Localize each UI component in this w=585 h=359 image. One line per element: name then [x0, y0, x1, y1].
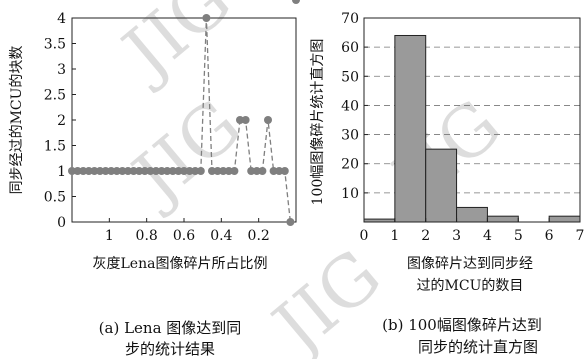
chart-a-point	[79, 167, 88, 175]
chart-a-ylabel: 同步经过的MCU的块数	[9, 46, 25, 195]
chart-a-x-tick-label: 1	[105, 228, 114, 244]
chart-b-y-tick-label: 70	[341, 11, 359, 27]
chart-a-point	[236, 116, 244, 124]
chart-a-point	[224, 167, 233, 175]
chart-a: 1 0.8 0.6 0.4 0.2 0 0.5 1 1.5 2 2.5 3 3.5 4 灰度Lena图像…	[9, 0, 300, 358]
chart-a-point	[96, 167, 104, 175]
chart-a-xlabel: 灰度Lena图像碎片所占比例	[93, 256, 268, 272]
chart-a-y-tick-label: 3	[57, 62, 66, 78]
chart-a-point	[292, 0, 300, 4]
chart-b-caption-line-1: (b) 100幅图像碎片达到	[382, 316, 542, 334]
chart-a-x-tick-label: 0.4	[210, 228, 232, 244]
chart-a-point	[90, 167, 99, 175]
chart-a-point	[196, 167, 205, 175]
chart-a-y-tick-label: 4	[57, 11, 66, 27]
chart-b-bar	[456, 206, 488, 223]
chart-a-point	[146, 167, 155, 175]
chart-b-y-tick-label: 10	[341, 186, 359, 202]
chart-a-point	[101, 167, 110, 175]
chart-a-y-tick-label: 1	[57, 164, 66, 180]
chart-a-point	[280, 167, 289, 175]
chart-b-bar	[394, 34, 427, 223]
chart-b-x-tick-label: 3	[452, 228, 461, 244]
chart-b-bar	[548, 215, 581, 223]
chart-b-x-tick-label: 2	[421, 228, 430, 244]
chart-a-point	[129, 167, 138, 175]
chart-a-x-tick-label: 0.2	[248, 228, 270, 244]
chart-a-point	[118, 167, 127, 175]
chart-b-xlabel-line-1: 图像碎片达到同步经	[407, 256, 533, 272]
chart-a-point	[213, 167, 222, 175]
chart-b: 0 1 2 3 4 5 6 7 10 20 30 40 50 60 70 图像碎片达到同步经 过的MCU的…	[309, 11, 584, 356]
chart-a-point	[152, 167, 160, 175]
watermark-text: JIG	[254, 233, 397, 359]
chart-b-x-tick-label: 6	[545, 228, 554, 244]
chart-b-y-tick-label: 20	[341, 157, 359, 173]
chart-a-point	[230, 167, 239, 175]
chart-a-point	[107, 167, 116, 175]
chart-b-bar	[486, 215, 519, 223]
chart-a-y-tick-label: 2.5	[44, 88, 66, 104]
chart-a-y-tick-label: 0	[57, 215, 66, 231]
chart-a-point	[247, 167, 256, 175]
chart-a-point	[180, 167, 188, 175]
watermark-text: JIG	[104, 0, 247, 97]
chart-a-x-tick-label: 0.6	[173, 228, 195, 244]
chart-a-point	[157, 167, 166, 175]
chart-a-point	[112, 167, 121, 175]
chart-a-point	[269, 167, 278, 175]
chart-a-y-tick-label: 0.5	[44, 190, 66, 206]
chart-a-point	[140, 167, 149, 175]
chart-b-caption-line-2: 同步的统计直方图	[418, 338, 538, 356]
chart-b-x-tick-label: 0	[360, 228, 369, 244]
chart-a-point	[275, 167, 284, 175]
chart-b-y-tick-label: 50	[341, 69, 359, 85]
chart-a-point	[258, 167, 267, 175]
chart-a-y-tick-label: 3.5	[44, 37, 66, 53]
chart-a-point	[241, 116, 250, 124]
chart-a-caption-line-1: (a) Lena 图像达到同	[99, 319, 242, 337]
chart-a-x-ticks: 1 0.8 0.6 0.4 0.2	[105, 218, 270, 244]
chart-b-y-ticks: 10 20 30 40 50 60 70	[341, 11, 368, 202]
chart-a-y-tick-label: 1.5	[44, 139, 66, 155]
chart-a-point	[168, 167, 177, 175]
chart-b-plot-frame	[363, 17, 581, 223]
chart-a-point	[264, 116, 272, 124]
chart-b-y-tick-label: 40	[341, 98, 359, 114]
chart-a-point	[191, 167, 200, 175]
chart-b-x-tick-label: 5	[514, 228, 523, 244]
chart-b-x-ticks: 0 1 2 3 4 5 6 7	[360, 218, 585, 244]
chart-b-xlabel-line-2: 过的MCU的数目	[417, 278, 524, 294]
chart-a-y-ticks: 0 0.5 1 1.5 2 2.5 3 3.5 4	[44, 11, 76, 231]
chart-a-point	[84, 167, 93, 175]
chart-a-points	[68, 0, 300, 226]
chart-a-point	[252, 167, 261, 175]
watermark-text: JIG	[114, 83, 257, 221]
chart-a-point	[124, 167, 132, 175]
chart-a-caption-line-2: 步的统计结果	[125, 340, 215, 358]
chart-b-ylabel: 100幅图像碎片统计直方图	[309, 39, 326, 206]
chart-a-point	[219, 167, 228, 175]
chart-a-point	[73, 167, 82, 175]
chart-a-point	[68, 167, 76, 175]
chart-a-point	[135, 167, 144, 175]
chart-a-point	[208, 167, 216, 175]
chart-b-x-tick-label: 1	[390, 228, 399, 244]
chart-a-point	[163, 167, 172, 175]
chart-b-y-tick-label: 60	[341, 40, 359, 56]
chart-a-point	[202, 14, 211, 22]
chart-a-point	[185, 167, 194, 175]
chart-b-y-tick-label: 30	[341, 128, 359, 144]
chart-b-x-tick-label: 7	[576, 228, 585, 244]
chart-a-point	[174, 167, 183, 175]
chart-a-point	[286, 218, 295, 226]
chart-b-x-tick-label: 4	[483, 228, 492, 244]
chart-a-y-tick-label: 2	[57, 113, 66, 129]
chart-a-x-tick-label: 0.8	[136, 228, 158, 244]
chart-b-bar	[425, 148, 458, 223]
